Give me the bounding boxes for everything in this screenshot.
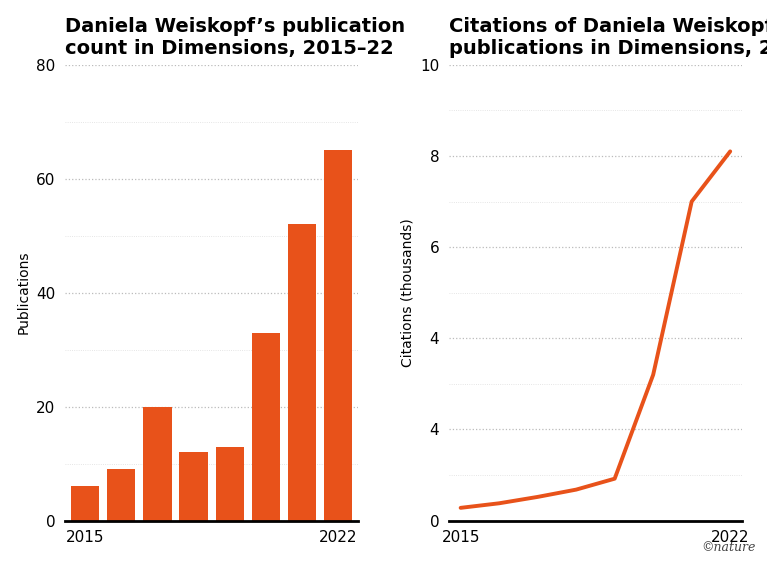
Text: Daniela Weiskopf’s publication
count in Dimensions, 2015–22: Daniela Weiskopf’s publication count in … — [65, 17, 406, 58]
Bar — [216, 447, 244, 520]
Text: ©nature: ©nature — [701, 541, 755, 554]
Y-axis label: Citations (thousands): Citations (thousands) — [400, 218, 414, 367]
Bar — [324, 150, 352, 520]
Text: Citations of Daniela Weiskopf’s
publications in Dimensions, 2015–22: Citations of Daniela Weiskopf’s publicat… — [449, 17, 767, 58]
Bar — [252, 333, 280, 520]
Bar — [288, 224, 316, 520]
Y-axis label: Publications: Publications — [17, 251, 31, 334]
Bar — [107, 469, 136, 520]
Bar — [143, 407, 172, 520]
Bar — [71, 487, 99, 520]
Bar — [179, 452, 208, 520]
